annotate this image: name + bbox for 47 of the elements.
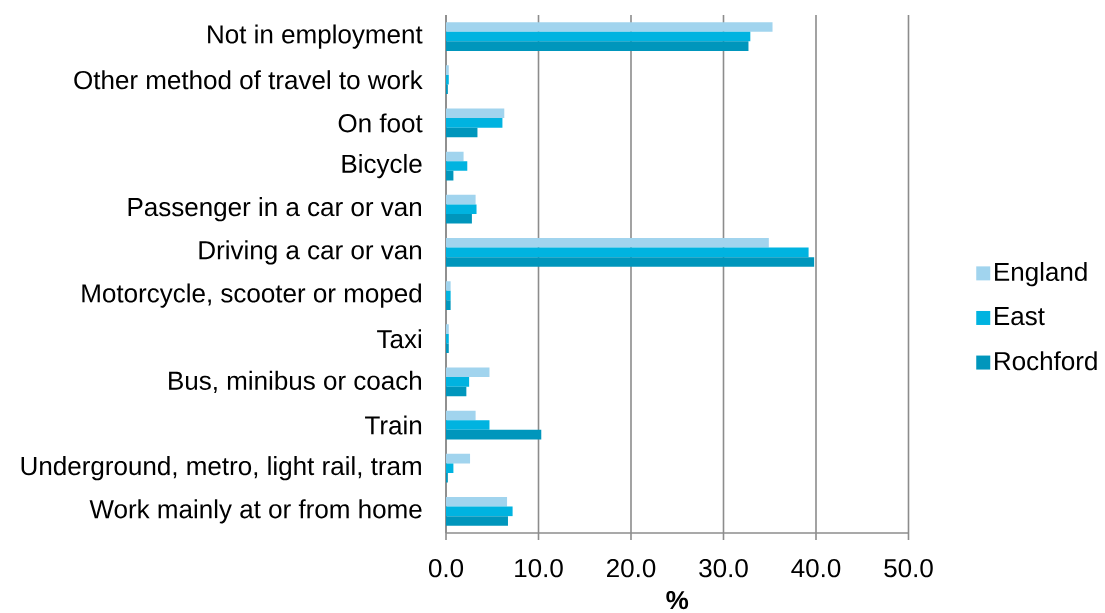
- bar: [446, 41, 749, 51]
- y-tick-label: Work mainly at or from home: [89, 499, 422, 524]
- bar: [446, 127, 478, 138]
- bar: [446, 497, 508, 507]
- x-tick-label: 50.0: [884, 558, 933, 578]
- y-tick-label: Other method of travel to work: [74, 70, 423, 90]
- y-tick-label: Not in employment: [208, 24, 423, 49]
- y-tick-label: Taxi: [377, 329, 421, 349]
- legend-label: East: [995, 307, 1045, 326]
- x-tick-label: 20.0: [607, 558, 656, 578]
- bar: [446, 300, 451, 310]
- y-tick-label: Underground, metro, light rail, tram: [21, 456, 421, 481]
- bar: [446, 410, 476, 421]
- bar: [446, 214, 472, 224]
- bar: [446, 247, 809, 258]
- bar: [446, 257, 815, 267]
- bar: [446, 31, 751, 42]
- x-tick-label: 0.0: [428, 558, 464, 578]
- x-axis-title: %: [666, 590, 689, 610]
- legend-label: Rochford: [995, 351, 1097, 371]
- bar: [446, 420, 490, 430]
- y-tick-label: Passenger in a car or van: [128, 197, 421, 222]
- bar: [446, 118, 503, 128]
- bar: [446, 108, 505, 119]
- y-tick-label: On foot: [338, 113, 423, 133]
- legend-label: England: [995, 262, 1087, 287]
- y-tick-label: Train: [365, 415, 422, 435]
- y-tick-label: Bus, minibus or coach: [169, 370, 422, 393]
- y-tick-label: Bicycle: [342, 153, 422, 179]
- y-tick-label: Driving a car or van: [199, 240, 422, 265]
- x-tick-label: 40.0: [791, 558, 841, 578]
- bar: [446, 238, 769, 248]
- x-tick-label: 10.0: [515, 558, 563, 578]
- bar: [446, 367, 490, 378]
- x-tick-label: 30.0: [699, 558, 748, 578]
- bar: [446, 194, 476, 205]
- bar: [446, 22, 773, 32]
- bar: [446, 506, 513, 517]
- bar: [446, 453, 471, 464]
- bar: [446, 204, 477, 215]
- bar: [446, 161, 468, 171]
- bar: [446, 151, 464, 162]
- bar: [446, 377, 470, 387]
- bar: [446, 429, 542, 440]
- y-tick-label: Motorcycle, scooter or moped: [82, 283, 422, 308]
- bar: [446, 516, 508, 526]
- bar: [446, 281, 451, 291]
